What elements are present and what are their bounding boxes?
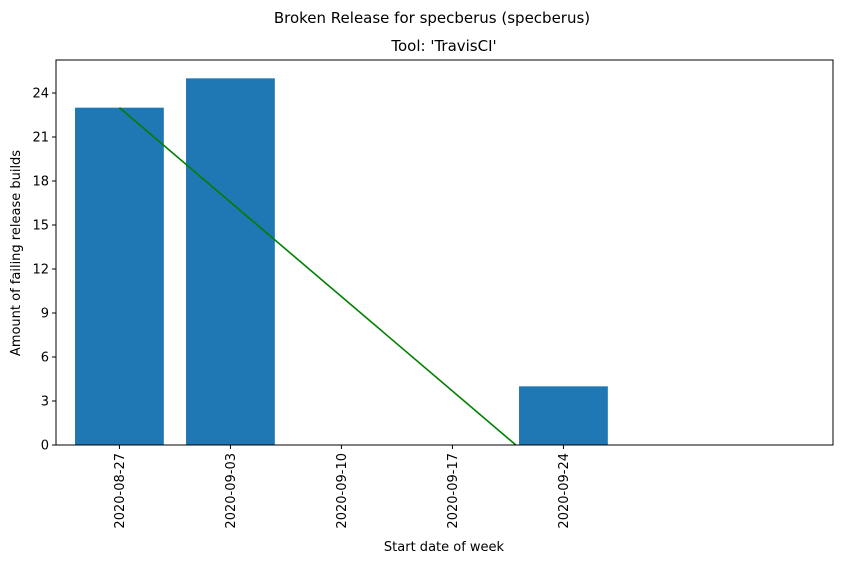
y-tick-label: 3	[41, 395, 49, 410]
plot-area: 0 3 6 9 12 15 18 21 24 2020-08-27 2020-09-03 2020-0…	[32, 59, 834, 529]
bar	[186, 78, 275, 445]
y-tick-label: 0	[41, 439, 49, 454]
y-tick-label: 6	[41, 351, 49, 366]
x-tick-label: 2020-08-27	[113, 453, 128, 529]
trend-line	[118, 107, 517, 446]
x-tick-label: 2020-09-03	[224, 453, 239, 529]
x-axis-label: Start date of week	[384, 540, 505, 555]
plot-frame	[55, 59, 834, 446]
y-tick-label: 15	[32, 219, 49, 234]
y-tick-label: 21	[32, 131, 49, 146]
y-tick-label: 18	[32, 175, 49, 190]
chart-title: Broken Release for specberus (specberus)	[274, 9, 590, 27]
chart-subtitle: Tool: 'TravisCI'	[390, 37, 496, 55]
x-tick-label: 2020-09-10	[335, 453, 350, 529]
bar	[519, 386, 608, 445]
y-tick-label: 12	[32, 263, 49, 278]
y-axis-label: Amount of failing release builds	[9, 150, 24, 356]
y-tick-label: 24	[32, 87, 49, 102]
bar	[75, 107, 164, 446]
x-tick-label: 2020-09-24	[557, 453, 572, 529]
y-tick-label: 9	[41, 307, 49, 322]
x-tick-label: 2020-09-17	[446, 453, 461, 529]
